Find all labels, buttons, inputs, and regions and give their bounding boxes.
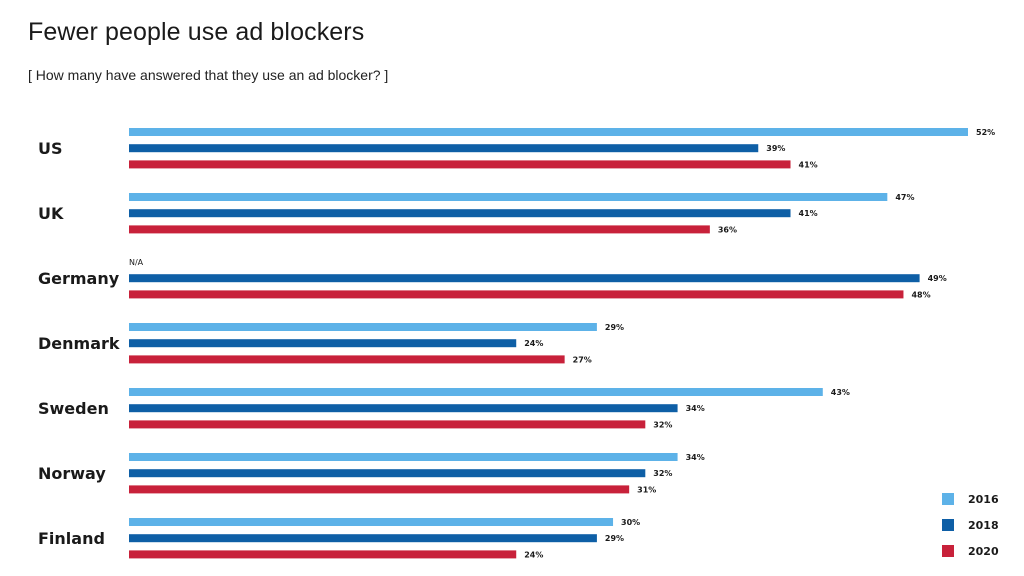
category-label-sweden: Sweden — [38, 399, 109, 418]
data-label-uk-2016: 47% — [895, 193, 914, 202]
data-label-sweden-2016: 43% — [831, 388, 850, 397]
data-label-finland-2018: 29% — [605, 534, 624, 543]
bar-us-2018 — [129, 144, 759, 153]
data-label-uk-2020: 36% — [718, 225, 737, 234]
data-label-sweden-2018: 34% — [686, 404, 705, 413]
bar-norway-2020 — [129, 485, 630, 494]
category-label-us: US — [38, 139, 63, 158]
category-label-denmark: Denmark — [38, 334, 120, 353]
data-label-finland-2020: 24% — [524, 550, 543, 559]
category-label-germany: Germany — [38, 269, 120, 288]
bar-uk-2018 — [129, 209, 791, 218]
bar-us-2016 — [129, 128, 968, 136]
bar-sweden-2020 — [129, 420, 646, 429]
legend-label-2016: 2016 — [968, 493, 999, 506]
legend-swatch-2020 — [942, 545, 954, 557]
bar-uk-2020 — [129, 225, 710, 234]
bar-finland-2018 — [129, 534, 597, 543]
bar-us-2020 — [129, 160, 791, 169]
chart-title: Fewer people use ad blockers — [28, 18, 365, 46]
data-label-sweden-2020: 32% — [653, 420, 672, 429]
data-label-norway-2016: 34% — [686, 453, 705, 462]
legend-swatch-2018 — [942, 519, 954, 531]
category-label-uk: UK — [38, 204, 64, 223]
category-label-norway: Norway — [38, 464, 106, 483]
data-label-germany-2020: 48% — [911, 290, 930, 299]
data-label-na: N/A — [129, 258, 144, 267]
data-label-denmark-2020: 27% — [573, 355, 592, 364]
bar-uk-2016 — [129, 193, 888, 201]
bar-germany-2018 — [129, 274, 920, 283]
data-label-norway-2020: 31% — [637, 485, 656, 494]
bar-norway-2016 — [129, 453, 678, 461]
bar-germany-2020 — [129, 290, 904, 299]
data-label-norway-2018: 32% — [653, 469, 672, 478]
bar-finland-2020 — [129, 550, 517, 559]
data-label-denmark-2018: 24% — [524, 339, 543, 348]
chart-subtitle: [ How many have answered that they use a… — [28, 67, 389, 83]
data-label-uk-2018: 41% — [799, 209, 818, 218]
data-label-denmark-2016: 29% — [605, 323, 624, 332]
bar-norway-2018 — [129, 469, 646, 478]
legend-label-2020: 2020 — [968, 545, 999, 558]
data-label-us-2018: 39% — [766, 144, 785, 153]
data-label-us-2020: 41% — [799, 160, 818, 169]
bar-denmark-2020 — [129, 355, 565, 364]
legend-swatch-2016 — [942, 493, 954, 505]
bar-denmark-2016 — [129, 323, 597, 331]
legend-label-2018: 2018 — [968, 519, 999, 532]
data-label-us-2016: 52% — [976, 128, 995, 137]
bar-denmark-2018 — [129, 339, 517, 348]
data-label-germany-2018: 49% — [928, 274, 947, 283]
bar-sweden-2016 — [129, 388, 823, 396]
category-label-finland: Finland — [38, 529, 105, 548]
bar-finland-2016 — [129, 518, 614, 526]
data-label-finland-2016: 30% — [621, 518, 640, 527]
bar-sweden-2018 — [129, 404, 678, 413]
